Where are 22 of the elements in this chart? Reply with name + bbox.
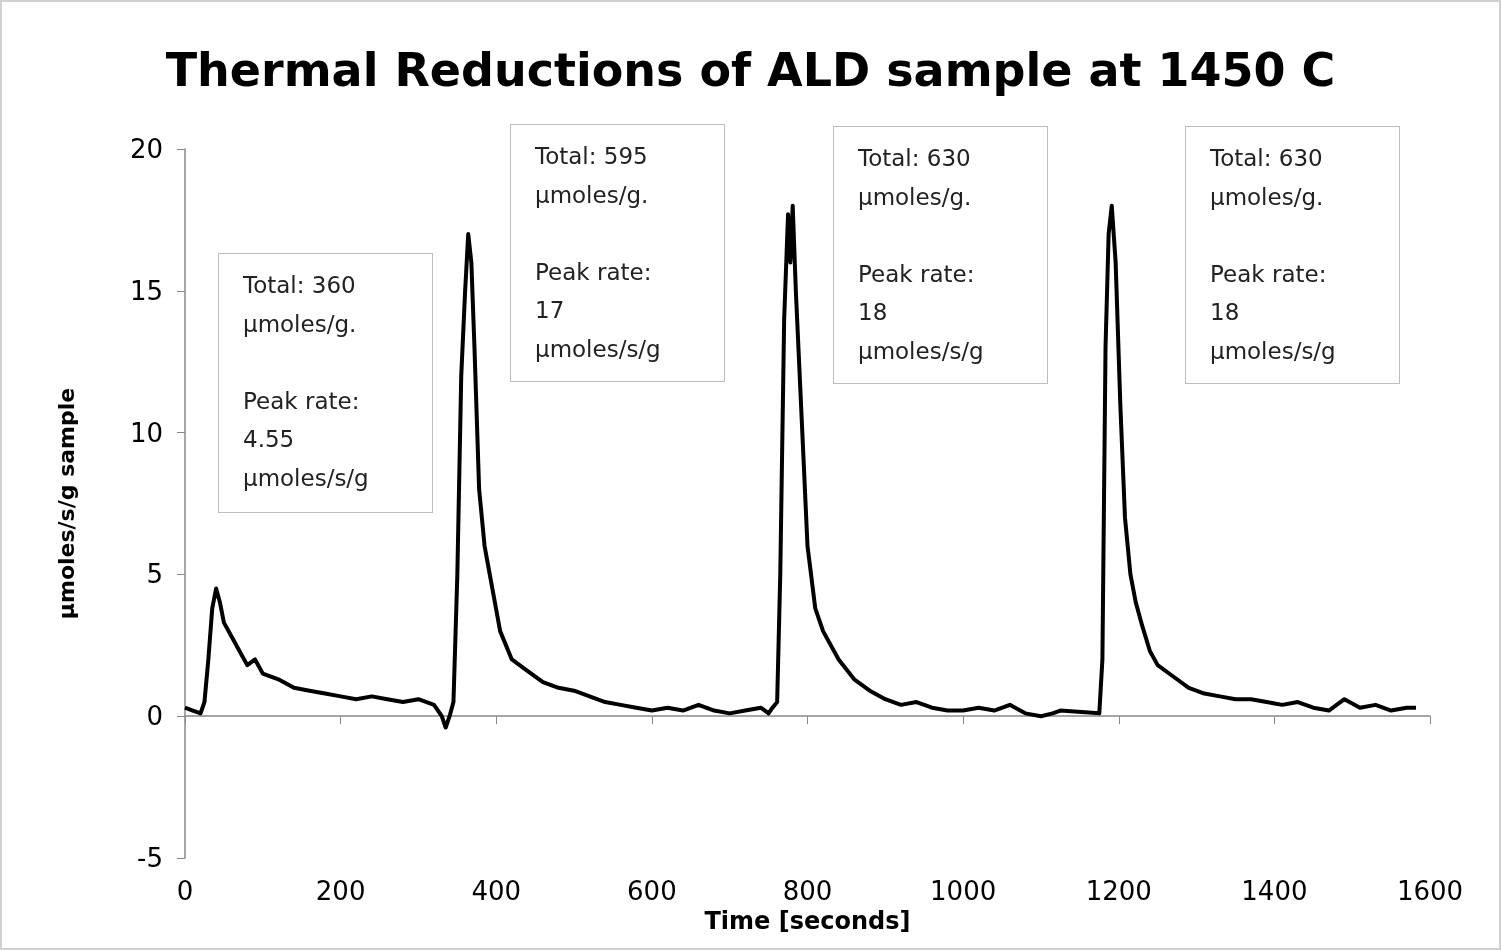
text: Total: 630 µmoles/g. Peak rate: 18 µmoles/s/g xyxy=(1210,145,1336,364)
y-tick-label: 15 xyxy=(129,275,163,306)
y-tick-label: 10 xyxy=(129,417,163,448)
x-tick-label: 0 xyxy=(176,876,194,906)
x-tick-label: 800 xyxy=(782,876,833,906)
text: Total: 595 µmoles/g. Peak rate: 17 µmoles/s/g xyxy=(535,143,661,362)
y-tick-label: 20 xyxy=(129,134,163,164)
y-tick-label: 0 xyxy=(146,701,163,732)
x-axis-title: Time [seconds] xyxy=(704,906,911,935)
x-tick-label: 200 xyxy=(315,876,366,906)
x-tick-label: 1400 xyxy=(1241,876,1308,906)
x-tick-label: 400 xyxy=(471,876,522,906)
text: Total: 630 µmoles/g. Peak rate: 18 µmoles/s/g xyxy=(858,145,984,364)
x-tick-label: 1000 xyxy=(930,876,997,906)
x-tick-label: 1200 xyxy=(1085,876,1152,906)
x-tick-label: 600 xyxy=(627,876,677,906)
text: Total: 360 µmoles/g. Peak rate: 4.55 µmoles/s/g xyxy=(243,272,369,491)
chart-title: Thermal Reductions of ALD sample at 1450 C xyxy=(165,43,1336,97)
y-tick-label: -5 xyxy=(137,843,163,873)
y-axis-title: µmoles/s/g sample xyxy=(53,387,79,620)
x-tick-label: 1600 xyxy=(1396,876,1464,906)
y-tick-label: 5 xyxy=(146,559,163,590)
